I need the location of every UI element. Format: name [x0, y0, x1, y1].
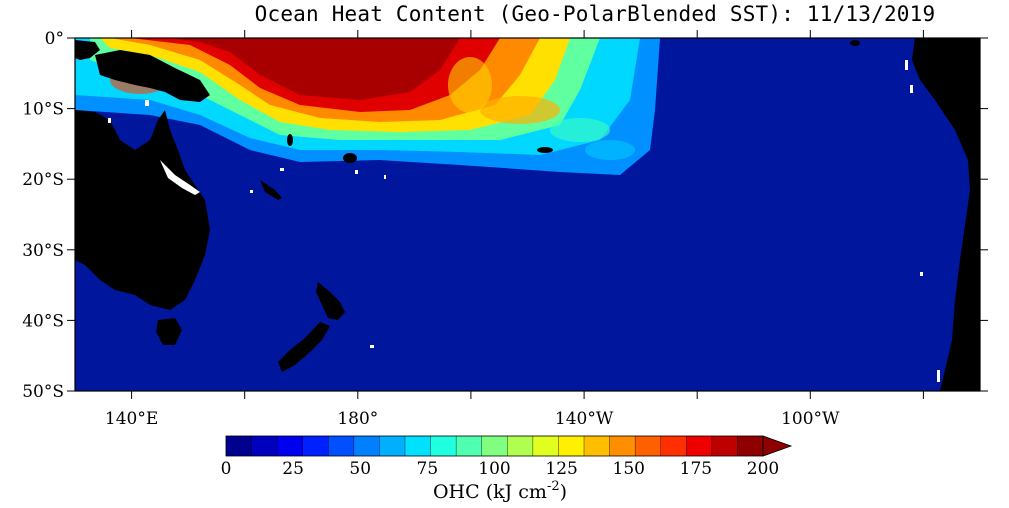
colorbar-swatch [711, 436, 738, 456]
colorbar-swatch [558, 436, 585, 456]
lon-label: 100°W [781, 409, 840, 429]
colorbar-swatch [737, 436, 764, 456]
lon-label: 180° [337, 409, 378, 429]
longitude-axis: 140°E 180° 140°W 100°W [105, 391, 924, 429]
colorbar-swatch [507, 436, 534, 456]
colorbar-tick-label: 75 [417, 459, 439, 479]
colorbar-frame [225, 435, 764, 457]
colorbar-swatch [635, 436, 662, 456]
colorbar-tick-label: 200 [747, 459, 779, 479]
coastline-highlights [108, 60, 940, 382]
colorbar-swatch [456, 436, 483, 456]
colorbar-swatch [584, 436, 611, 456]
land-masses [75, 38, 980, 391]
colorbar-label-exponent: -2 [547, 479, 560, 494]
colorbar-tick-label: 175 [680, 459, 712, 479]
lat-label: 20°S [22, 170, 64, 190]
colorbar-swatch [277, 436, 304, 456]
colorbar-swatch [405, 436, 432, 456]
colorbar-tick-label: 150 [613, 459, 645, 479]
map-title: Ocean Heat Content (Geo-PolarBlended SST… [254, 2, 936, 26]
colorbar-swatch [481, 436, 508, 456]
colorbar-swatch [226, 436, 253, 456]
south-america-land [912, 38, 980, 391]
colorbar-label-suffix: ) [560, 481, 567, 503]
lat-label: 0° [45, 29, 64, 49]
ohc-band-darkred [170, 38, 460, 100]
latitude-ticks-right [980, 37, 988, 392]
colorbar-swatch [609, 436, 636, 456]
colorbar-label: OHC (kJ cm-2) [433, 479, 567, 503]
nz-north-island [316, 282, 345, 320]
australia-land [75, 110, 210, 310]
colorbar-overflow-arrow [762, 435, 793, 457]
colorbar-swatch [302, 436, 329, 456]
lat-label: 30°S [22, 241, 64, 261]
colorbar-swatch [532, 436, 559, 456]
colorbar-tick-label: 0 [221, 459, 232, 479]
map-frame [74, 37, 981, 392]
colorbar-label-prefix: OHC (kJ cm [433, 481, 547, 503]
lon-label: 140°W [555, 409, 614, 429]
colorbar-swatch [430, 436, 457, 456]
colorbar-swatch [686, 436, 713, 456]
longitude-ticks-top [131, 30, 924, 38]
lat-label: 10°S [22, 100, 64, 120]
new-caledonia-land [260, 180, 282, 200]
colorbar-tick-label: 125 [545, 459, 577, 479]
tasmania-land [156, 318, 182, 345]
colorbar-tick-labels: 0 25 50 75 100 125 150 175 200 [221, 459, 780, 479]
colorbar-tick-label: 25 [282, 459, 304, 479]
lon-label: 140°E [105, 409, 158, 429]
nz-south-island [278, 322, 330, 372]
latitude-axis: 0° 10°S 20°S 30°S 40°S 50°S [22, 29, 75, 402]
lat-label: 50°S [22, 382, 64, 402]
colorbar-tick-label: 100 [478, 459, 510, 479]
colorbar-swatch [353, 436, 380, 456]
colorbar-swatch [328, 436, 355, 456]
colorbar-swatch [379, 436, 406, 456]
colorbar [225, 435, 793, 457]
lat-label: 40°S [22, 311, 64, 331]
colorbar-swatch [660, 436, 687, 456]
colorbar-swatch [251, 436, 278, 456]
new-guinea-land [95, 50, 210, 102]
colorbar-tick-label: 50 [349, 459, 371, 479]
indonesia-land [75, 40, 100, 60]
